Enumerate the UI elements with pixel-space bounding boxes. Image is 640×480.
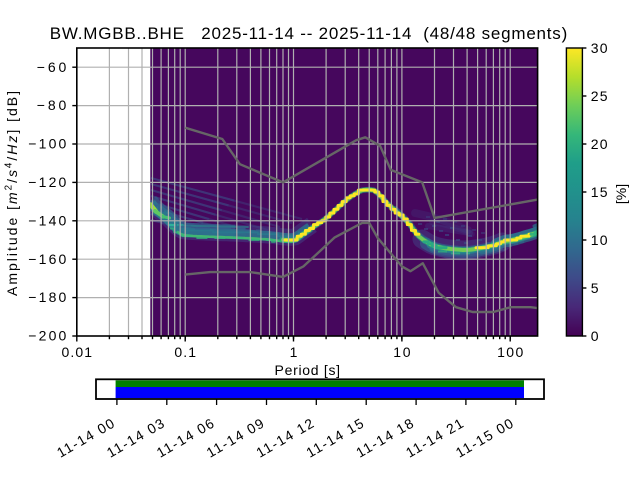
svg-text:25: 25 <box>591 88 608 104</box>
svg-text:0: 0 <box>591 328 599 344</box>
svg-text:15: 15 <box>591 184 608 200</box>
svg-text:100: 100 <box>497 344 523 360</box>
svg-text:10: 10 <box>393 344 411 360</box>
svg-text:−60: −60 <box>37 59 67 75</box>
svg-text:30: 30 <box>591 40 608 56</box>
svg-text:BW.MGBB..BHE 2025-11-14 -- 2: BW.MGBB..BHE 2025-11-14 -- 2025-11-14 (4… <box>50 24 568 43</box>
svg-text:0.01: 0.01 <box>62 344 93 360</box>
svg-text:0.1: 0.1 <box>174 344 196 360</box>
svg-text:[%]: [%] <box>613 184 629 204</box>
svg-text:20: 20 <box>591 136 608 152</box>
svg-text:5: 5 <box>591 280 599 296</box>
svg-text:10: 10 <box>591 232 608 248</box>
svg-text:1: 1 <box>290 344 298 360</box>
svg-text:Amplitude [m2/s4/Hz] [dB]: Amplitude [m2/s4/Hz] [dB] <box>4 91 21 296</box>
svg-text:−80: −80 <box>37 97 67 113</box>
svg-text:Period [s]: Period [s] <box>275 362 341 378</box>
